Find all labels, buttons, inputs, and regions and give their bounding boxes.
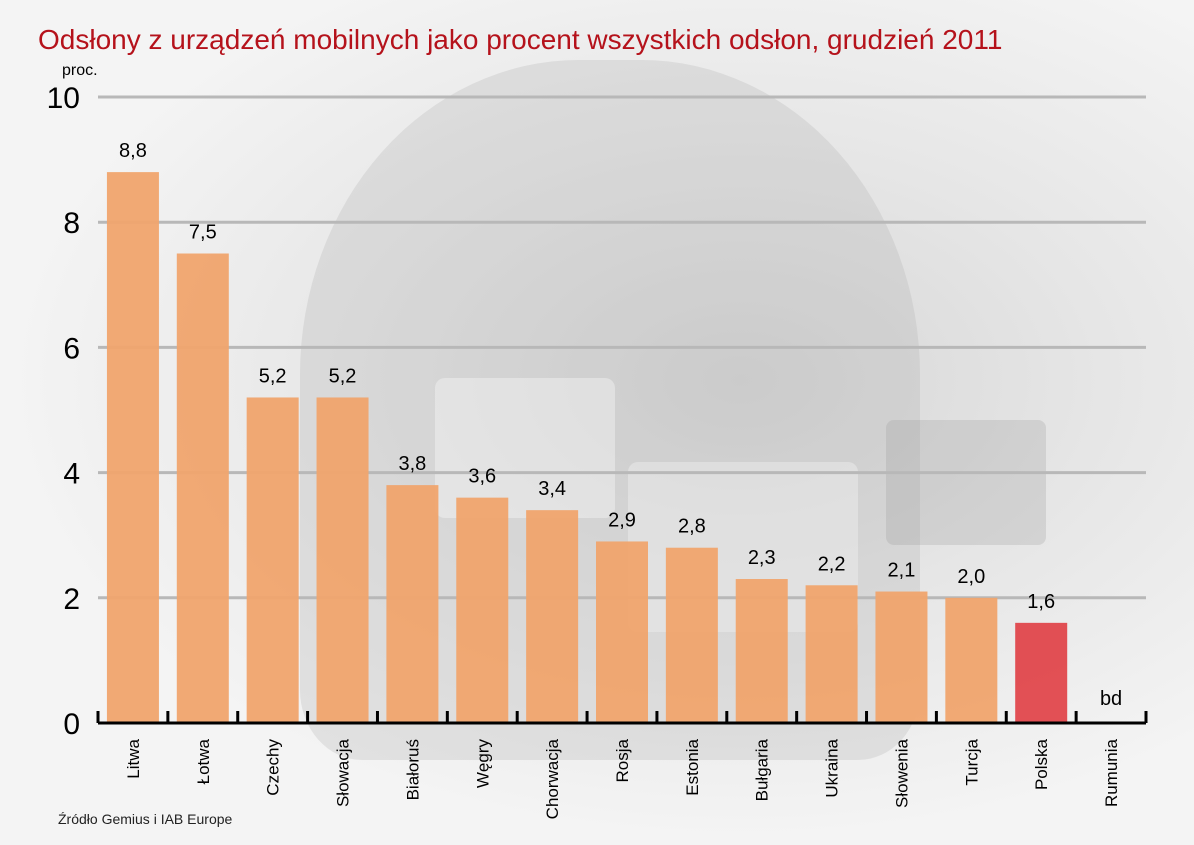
y-axis-unit-label: proc. bbox=[62, 62, 98, 79]
bar-łotwa bbox=[176, 253, 229, 723]
bar-chorwacja bbox=[526, 510, 579, 723]
x-tick-label: Białoruś bbox=[403, 739, 422, 800]
bar-litwa bbox=[106, 172, 159, 723]
y-tick-label: 8 bbox=[63, 207, 80, 240]
x-tick-label: Ukraina bbox=[823, 738, 842, 797]
y-tick-label: 6 bbox=[63, 332, 80, 365]
x-axis bbox=[96, 711, 1148, 725]
value-label: 8,8 bbox=[119, 140, 147, 162]
x-axis-tick-labels: Litwa Łotwa Czechy Słowacja Białoruś Węgry Cho… bbox=[124, 738, 1121, 819]
x-tick-label: Łotwa bbox=[194, 738, 213, 784]
x-tick-label: Chorwacja bbox=[543, 738, 562, 819]
bar-węgry bbox=[456, 497, 509, 723]
value-label: bd bbox=[1100, 688, 1122, 710]
source-note: Źródło Gemius i IAB Europe bbox=[58, 811, 233, 827]
bar-turcja bbox=[945, 597, 998, 723]
value-labels: 8,8 7,5 5,2 5,2 3,8 3,6 3,4 2,9 2,8 2,3 2,2 2,1 2,0 1… bbox=[119, 140, 1122, 710]
y-tick-label: 10 bbox=[47, 82, 80, 115]
x-tick-label: Czechy bbox=[264, 739, 283, 796]
x-tick-label: Polska bbox=[1032, 738, 1051, 790]
value-label: 5,2 bbox=[259, 365, 287, 387]
value-label: 3,8 bbox=[398, 453, 426, 475]
y-tick-label: 4 bbox=[63, 458, 80, 491]
bar-rosja bbox=[596, 541, 648, 723]
chart-title: Odsłony z urządzeń mobilnych jako procen… bbox=[38, 24, 1003, 55]
value-label: 2,8 bbox=[678, 516, 706, 538]
value-label: 3,6 bbox=[468, 466, 496, 488]
bar-czechy bbox=[246, 397, 299, 723]
bar-słowacja bbox=[316, 397, 369, 723]
x-tick-label: Słowacja bbox=[334, 738, 353, 807]
bar-polska bbox=[1015, 622, 1068, 723]
value-label: 7,5 bbox=[189, 222, 217, 244]
y-axis-tick-labels: 0 2 4 6 8 10 bbox=[47, 82, 80, 741]
x-tick-label: Rumunia bbox=[1102, 738, 1121, 807]
x-tick-label: Bułgaria bbox=[753, 738, 772, 801]
bar-ukraina bbox=[805, 585, 858, 723]
background-card-left bbox=[435, 378, 615, 518]
background-card-right bbox=[886, 420, 1046, 545]
value-label: 2,0 bbox=[957, 566, 985, 588]
value-label: 2,2 bbox=[818, 553, 846, 575]
value-label: 3,4 bbox=[538, 478, 566, 500]
bars bbox=[106, 172, 1068, 723]
bar-estonia bbox=[665, 547, 718, 723]
bar-słowenia bbox=[875, 591, 928, 723]
x-tick-label: Rosja bbox=[613, 738, 632, 782]
value-label: 1,6 bbox=[1027, 591, 1055, 613]
y-tick-label: 2 bbox=[63, 583, 80, 616]
x-tick-label: Słowenia bbox=[892, 738, 911, 808]
x-tick-label: Turcja bbox=[962, 738, 981, 785]
y-tick-label: 0 bbox=[63, 708, 80, 741]
value-label: 2,1 bbox=[888, 560, 916, 582]
x-tick-label: Estonia bbox=[683, 738, 702, 795]
bar-białoruś bbox=[386, 485, 439, 723]
value-label: 2,3 bbox=[748, 547, 776, 569]
value-label: 5,2 bbox=[329, 365, 357, 387]
x-tick-label: Węgry bbox=[473, 739, 492, 789]
bar-bułgaria bbox=[735, 579, 788, 723]
x-tick-label: Litwa bbox=[124, 738, 143, 778]
value-label: 2,9 bbox=[608, 509, 636, 531]
